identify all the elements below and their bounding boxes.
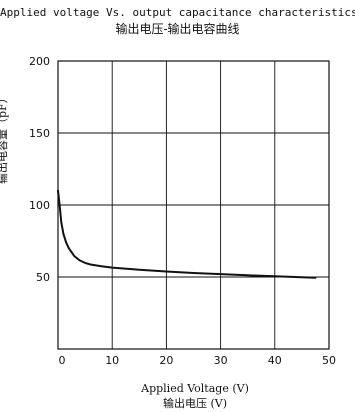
chart-title: Applied voltage Vs. output capacitance c… bbox=[0, 6, 355, 19]
x-tick-label: 40 bbox=[268, 354, 282, 367]
y-tick-label: 50 bbox=[36, 271, 50, 284]
grid bbox=[58, 61, 329, 349]
tick-labels: 0 10 20 30 40 50 50 100 150 200 bbox=[29, 55, 336, 367]
x-tick-label: 50 bbox=[322, 354, 336, 367]
x-tick-label: 10 bbox=[105, 354, 119, 367]
y-tick-label: 150 bbox=[29, 127, 50, 140]
chart-subtitle: 输出电压-输出电容曲线 bbox=[115, 22, 240, 36]
y-axis-label: 输出电容量（pF） bbox=[0, 92, 9, 184]
y-tick-label: 100 bbox=[29, 199, 50, 212]
x-tick-label: 30 bbox=[214, 354, 228, 367]
x-tick-label: 0 bbox=[59, 354, 66, 367]
x-axis-label-cn: 输出电压 (V) bbox=[162, 397, 228, 410]
series-group bbox=[57, 189, 317, 279]
x-tick-label: 20 bbox=[159, 354, 173, 367]
y-tick-label: 200 bbox=[29, 55, 50, 68]
capacitance-curve bbox=[57, 189, 317, 279]
plot-frame bbox=[57, 60, 330, 350]
x-axis-label: Applied Voltage (V) bbox=[141, 382, 249, 395]
